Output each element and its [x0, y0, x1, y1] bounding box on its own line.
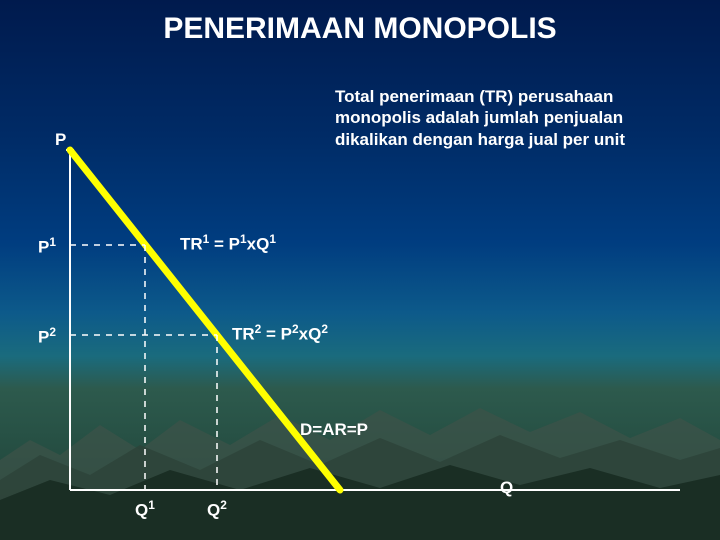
p2-label: P2: [38, 325, 56, 348]
dar-label: D=AR=P: [300, 420, 368, 440]
x-axis-label: Q: [500, 478, 513, 498]
tr2-formula: TR2 = P2xQ2: [232, 322, 328, 345]
q1-label: Q1: [135, 498, 155, 521]
tr1-formula: TR1 = P1xQ1: [180, 232, 276, 255]
economics-graph: [0, 0, 720, 540]
q2-label: Q2: [207, 498, 227, 521]
p1-label: P1: [38, 235, 56, 258]
y-axis-label: P: [55, 130, 66, 150]
